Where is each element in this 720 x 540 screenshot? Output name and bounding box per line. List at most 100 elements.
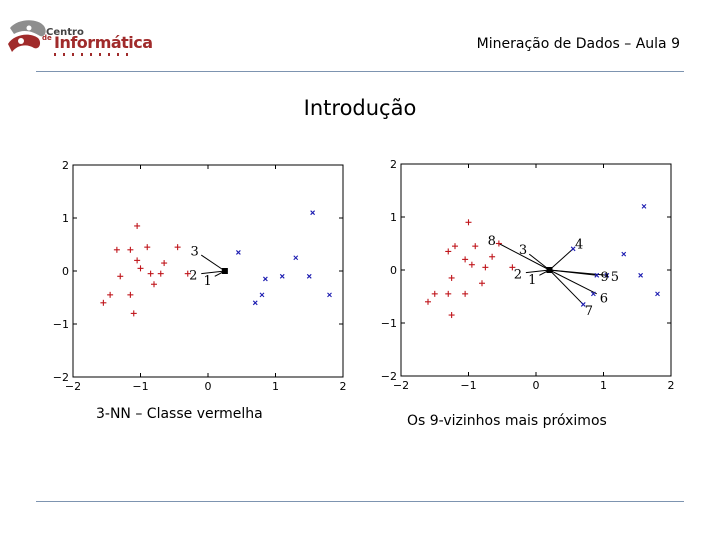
blue-x-point: [259, 292, 265, 298]
blue-x-point: [279, 273, 285, 279]
right-figure-caption: Os 9-vizinhos mais próximos: [407, 413, 607, 429]
y-tick-label: −1: [53, 318, 69, 331]
red-plus-point: [495, 240, 502, 247]
y-tick-label: 0: [62, 265, 69, 278]
red-plus-point: [431, 290, 438, 297]
centro-informatica-logo: Centro de Informática: [4, 14, 153, 64]
blue-x-point: [252, 300, 258, 306]
query-point: [546, 267, 553, 273]
neighbor-label: 5: [611, 270, 619, 285]
y-tick-label: −2: [381, 370, 397, 383]
x-tick-label: −1: [460, 379, 476, 392]
header-divider: [36, 71, 684, 72]
x-tick-label: 0: [533, 379, 540, 392]
neighbor-label: 3: [190, 245, 198, 260]
red-plus-point: [107, 291, 114, 298]
footer-divider: [36, 501, 684, 502]
red-plus-point: [117, 273, 124, 280]
neighbor-label: 9: [601, 270, 609, 285]
red-plus-point: [479, 280, 485, 287]
blue-x-point: [235, 250, 241, 255]
logo-text-de: de: [42, 34, 52, 42]
red-plus-point: [127, 291, 134, 298]
red-plus-point: [100, 299, 107, 306]
neighbor-link: [549, 248, 574, 271]
neighbor-label: 7: [585, 304, 593, 319]
red-plus-point: [489, 253, 496, 260]
blue-x-point: [327, 292, 332, 298]
neighbor-label: 2: [189, 269, 197, 284]
y-tick-label: 0: [390, 264, 397, 277]
red-plus-point: [509, 264, 516, 271]
neighbor-link: [528, 253, 550, 271]
knn-9-figure: −2 −1 0 1 2 2 1 0 −1 −2 1 2 3 4 5 6 7 8 9: [374, 146, 684, 396]
neighbor-label: 4: [575, 237, 583, 252]
logo-text-centro: Centro: [46, 27, 84, 38]
x-tick-label: 2: [340, 380, 347, 393]
x-tick-label: 2: [668, 379, 675, 392]
knn-3-figure: −2 −1 0 1 2 2 1 0 −1 −2 1 2 3: [48, 150, 353, 395]
blue-x-point: [655, 291, 660, 297]
x-tick-label: 1: [600, 379, 607, 392]
red-plus-point: [445, 290, 452, 297]
red-plus-point: [462, 256, 469, 263]
y-tick-label: 2: [62, 159, 69, 172]
blue-x-point: [621, 251, 627, 257]
logo-dots: [54, 53, 128, 56]
neighbor-label: 6: [600, 291, 608, 306]
red-plus-point: [134, 257, 141, 264]
red-plus-point: [462, 290, 469, 297]
plot-frame: [400, 163, 672, 377]
blue-x-point: [306, 273, 312, 279]
neighbor-link: [200, 254, 226, 272]
y-tick-label: 1: [390, 211, 397, 224]
blue-x-point: [570, 246, 576, 252]
red-plus-point: [147, 270, 154, 277]
red-plus-point: [448, 312, 455, 319]
logo-text-informatica: Informática: [54, 33, 153, 52]
red-plus-point: [144, 244, 151, 251]
neighbor-link: [549, 269, 597, 295]
red-plus-point: [482, 264, 489, 271]
neighbor-link: [498, 243, 550, 271]
x-tick-label: 1: [272, 380, 279, 393]
y-tick-label: −2: [53, 371, 69, 384]
neighbor-label: 8: [488, 234, 496, 249]
red-plus-point: [184, 270, 191, 277]
plot-frame: [72, 164, 344, 378]
blue-x-point: [590, 291, 596, 297]
x-tick-label: −1: [132, 380, 148, 393]
red-plus-point: [157, 270, 164, 277]
lecture-title: Mineração de Dados – Aula 9: [476, 36, 680, 52]
left-figure-caption: 3-NN – Classe vermelha: [96, 406, 263, 422]
x-tick-label: −2: [393, 379, 409, 392]
red-plus-point: [465, 219, 472, 226]
y-tick-label: −1: [381, 317, 397, 330]
neighbor-link: [525, 269, 550, 274]
neighbor-link: [549, 269, 597, 276]
y-tick-label: 2: [390, 158, 397, 171]
blue-x-point: [262, 276, 268, 282]
blue-x-point: [641, 204, 647, 209]
query-point: [221, 268, 228, 274]
red-plus-point: [468, 261, 475, 268]
neighbor-label: 1: [204, 274, 212, 289]
y-tick-label: 1: [62, 212, 69, 225]
neighbor-link: [201, 270, 225, 275]
red-plus-point: [127, 246, 134, 253]
red-plus-point: [472, 243, 479, 250]
red-plus-point: [445, 248, 452, 255]
blue-x-point: [310, 210, 316, 216]
red-plus-point: [113, 246, 120, 253]
neighbor-label: 1: [528, 273, 536, 288]
neighbor-link: [549, 269, 584, 305]
blue-x-point: [638, 272, 644, 278]
neighbor-label: 3: [519, 243, 527, 258]
red-plus-point: [161, 260, 168, 267]
red-plus-point: [425, 298, 431, 305]
logo-emblem-icon: [8, 20, 46, 52]
red-plus-point: [137, 265, 144, 272]
red-plus-point: [130, 310, 137, 317]
